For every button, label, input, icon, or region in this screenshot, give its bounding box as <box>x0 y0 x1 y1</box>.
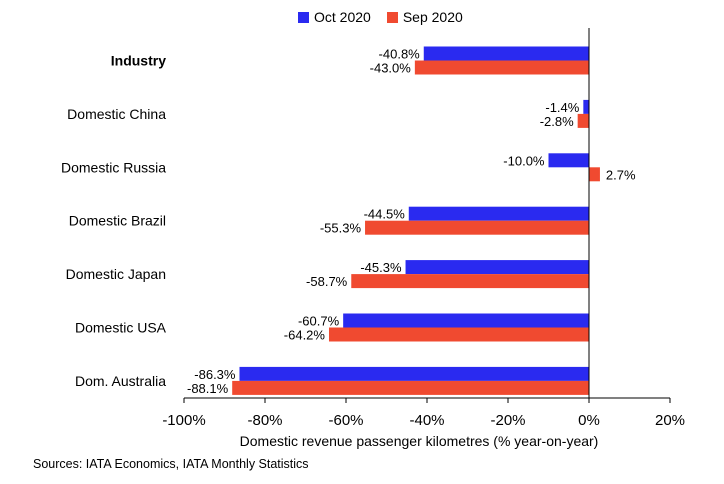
category-label-domestic-russia: Domestic Russia <box>61 159 166 175</box>
legend-item-sep-2020: Sep 2020 <box>386 9 463 25</box>
bar-dom-australia-sep-2020 <box>232 380 589 395</box>
x-tick-label: -80% <box>247 412 282 429</box>
bar-domestic-japan-oct-2020 <box>405 260 589 275</box>
category-label-domestic-japan: Domestic Japan <box>66 266 166 282</box>
legend: Oct 2020 Sep 2020 <box>298 9 463 25</box>
x-tick-label: -20% <box>490 412 525 429</box>
bar-domestic-russia-sep-2020 <box>589 167 600 182</box>
category-label-industry: Industry <box>111 53 166 69</box>
data-label-industry-oct-2020: -40.8% <box>379 47 421 62</box>
bar-domestic-japan-sep-2020 <box>351 274 589 289</box>
category-label-domestic-china: Domestic China <box>67 106 166 122</box>
bar-domestic-brazil-sep-2020 <box>365 220 589 235</box>
data-label-domestic-china-oct-2020: -1.4% <box>545 100 579 115</box>
bar-domestic-usa-oct-2020 <box>343 313 589 328</box>
category-label-dom-australia: Dom. Australia <box>75 373 166 389</box>
x-axis-title: Domestic revenue passenger kilometres (%… <box>240 433 599 449</box>
data-label-domestic-russia-sep-2020: 2.7% <box>606 167 636 182</box>
legend-label-sep-2020: Sep 2020 <box>402 9 463 25</box>
x-tick-label: -60% <box>328 412 363 429</box>
data-label-dom-australia-oct-2020: -86.3% <box>194 367 236 382</box>
x-tick-label: 20% <box>655 412 685 429</box>
bar-domestic-china-oct-2020 <box>583 99 589 114</box>
data-label-domestic-russia-oct-2020: -10.0% <box>503 153 545 168</box>
data-label-domestic-brazil-oct-2020: -44.5% <box>364 207 406 222</box>
bar-domestic-russia-oct-2020 <box>548 153 589 168</box>
data-label-industry-sep-2020: -43.0% <box>370 61 412 76</box>
source-note: Sources: IATA Economics, IATA Monthly St… <box>33 457 309 471</box>
data-label-domestic-usa-oct-2020: -60.7% <box>298 314 340 329</box>
bar-domestic-china-sep-2020 <box>577 113 589 128</box>
data-label-domestic-japan-sep-2020: -58.7% <box>306 274 348 289</box>
data-label-domestic-japan-oct-2020: -45.3% <box>360 260 402 275</box>
data-label-dom-australia-sep-2020: -88.1% <box>187 381 229 396</box>
x-tick-label: 0% <box>578 412 600 429</box>
bar-industry-sep-2020 <box>414 60 589 75</box>
category-label-domestic-usa: Domestic USA <box>75 320 167 336</box>
data-label-domestic-brazil-sep-2020: -55.3% <box>320 221 362 236</box>
data-label-domestic-usa-sep-2020: -64.2% <box>284 328 326 343</box>
bar-industry-oct-2020 <box>423 46 589 61</box>
legend-label-oct-2020: Oct 2020 <box>314 9 371 25</box>
bar-domestic-usa-sep-2020 <box>328 327 589 342</box>
x-tick-label: -40% <box>409 412 444 429</box>
bar-dom-australia-oct-2020 <box>239 366 590 381</box>
data-label-domestic-china-sep-2020: -2.8% <box>540 114 574 129</box>
legend-item-oct-2020: Oct 2020 <box>298 9 371 25</box>
category-label-domestic-brazil: Domestic Brazil <box>69 213 166 229</box>
bar-domestic-brazil-oct-2020 <box>408 206 589 221</box>
legend-swatch-sep-2020 <box>386 11 398 23</box>
x-tick-label: -100% <box>162 412 205 429</box>
legend-swatch-oct-2020 <box>298 11 309 23</box>
